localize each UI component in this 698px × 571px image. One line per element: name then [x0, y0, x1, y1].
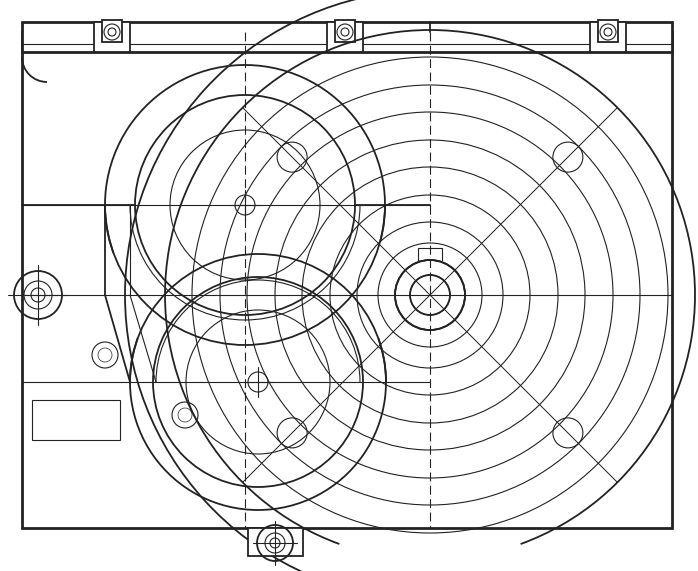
Bar — [590, 22, 626, 52]
Bar — [32, 400, 120, 440]
Bar — [598, 20, 618, 42]
Bar — [335, 20, 355, 42]
Bar — [102, 20, 122, 42]
Bar — [327, 22, 363, 52]
Bar — [94, 22, 130, 52]
Bar — [248, 528, 303, 556]
Bar — [22, 22, 672, 52]
Bar — [22, 32, 672, 528]
